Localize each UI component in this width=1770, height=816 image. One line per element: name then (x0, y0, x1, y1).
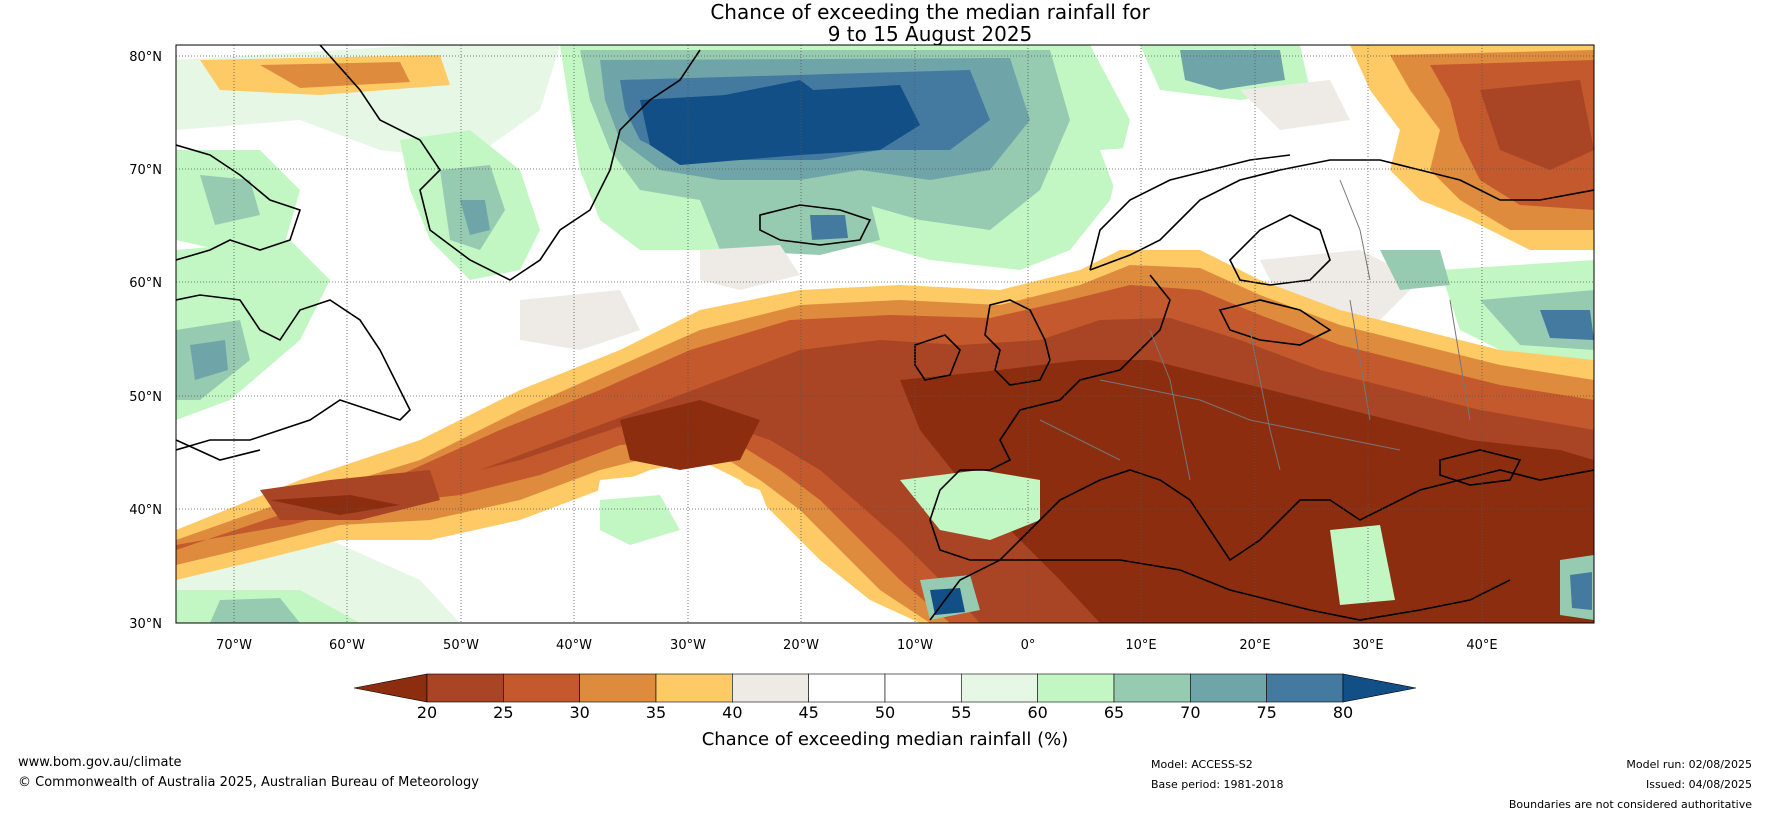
footer-base-period: Base period: 1981-2018 (1151, 778, 1284, 791)
colorbar-tick-label: 65 (1104, 703, 1124, 722)
colorbar-label: Chance of exceeding median rainfall (%) (702, 729, 1069, 750)
colorbar-cell (1037, 673, 1115, 703)
lon-label: 30°W (670, 638, 706, 653)
lat-label: 40°N (129, 503, 162, 518)
lon-label: 40°W (556, 638, 592, 653)
colorbar-tick-label: 40 (722, 703, 742, 722)
lat-label: 60°N (129, 276, 162, 291)
latitude-labels: 80°N 70°N 60°N 50°N 40°N 30°N (129, 50, 162, 632)
colorbar-cell (884, 673, 962, 703)
map-title-line2: 9 to 15 August 2025 (827, 22, 1033, 46)
colorbar-tick-label: 35 (646, 703, 666, 722)
colorbar-tick-label: 70 (1180, 703, 1200, 722)
lon-label: 0° (1021, 638, 1036, 653)
lon-label: 20°W (783, 638, 819, 653)
gridlines (176, 45, 1594, 623)
footer-copyright: © Commonwealth of Australia 2025, Austra… (18, 775, 479, 790)
colorbar-tick-label: 25 (493, 703, 513, 722)
map-title-line1: Chance of exceeding the median rainfall … (710, 0, 1150, 24)
colorbar-cell (426, 673, 504, 703)
colorbar: 20 25 30 35 40 45 50 55 60 65 70 75 80 (353, 673, 1417, 722)
lat-label: 30°N (129, 617, 162, 632)
lat-label: 80°N (129, 50, 162, 65)
lat-label: 70°N (129, 163, 162, 178)
colorbar-cell (961, 673, 1038, 703)
colorbar-tick-label: 30 (569, 703, 589, 722)
country-borders (1039, 179, 1471, 481)
colorbar-tick-label: 80 (1333, 703, 1353, 722)
lon-label: 10°E (1125, 638, 1156, 653)
map-frame (175, 44, 1595, 624)
lon-label: 50°W (443, 638, 479, 653)
colorbar-tick-label: 55 (951, 703, 971, 722)
colorbar-cell (503, 673, 580, 703)
footer-model: Model: ACCESS-S2 (1151, 758, 1253, 771)
colorbar-cell (1190, 673, 1267, 703)
colorbar-cell (732, 673, 809, 703)
lon-label: 20°E (1239, 638, 1270, 653)
lat-label: 50°N (129, 390, 162, 405)
colorbar-cell (1113, 673, 1191, 703)
colorbar-tick-label: 45 (798, 703, 818, 722)
footer-disclaimer: Boundaries are not considered authoritat… (1508, 798, 1752, 811)
longitude-labels: 70°W 60°W 50°W 40°W 30°W 20°W 10°W 0° 10… (216, 638, 1498, 653)
colorbar-cell (655, 673, 733, 703)
footer-issued: Issued: 04/08/2025 (1645, 778, 1752, 791)
colorbar-cell (1266, 673, 1344, 703)
colorbar-cell (579, 673, 657, 703)
coastlines (176, 45, 1594, 621)
footer-model-run: Model run: 02/08/2025 (1626, 758, 1752, 771)
colorbar-tick-label: 60 (1027, 703, 1047, 722)
lon-label: 10°W (897, 638, 933, 653)
colorbar-min-extend (353, 673, 428, 703)
lon-label: 40°E (1466, 638, 1497, 653)
colorbar-max-extend (1342, 673, 1417, 703)
rainfall-fields (176, 45, 1594, 623)
colorbar-cell (808, 673, 886, 703)
lon-label: 70°W (216, 638, 252, 653)
colorbar-tick-label: 75 (1256, 703, 1276, 722)
colorbar-tick-label: 50 (875, 703, 895, 722)
footer-website[interactable]: www.bom.gov.au/climate (18, 755, 182, 770)
lon-label: 30°E (1352, 638, 1383, 653)
colorbar-tick-label: 20 (417, 703, 437, 722)
lon-label: 60°W (329, 638, 365, 653)
